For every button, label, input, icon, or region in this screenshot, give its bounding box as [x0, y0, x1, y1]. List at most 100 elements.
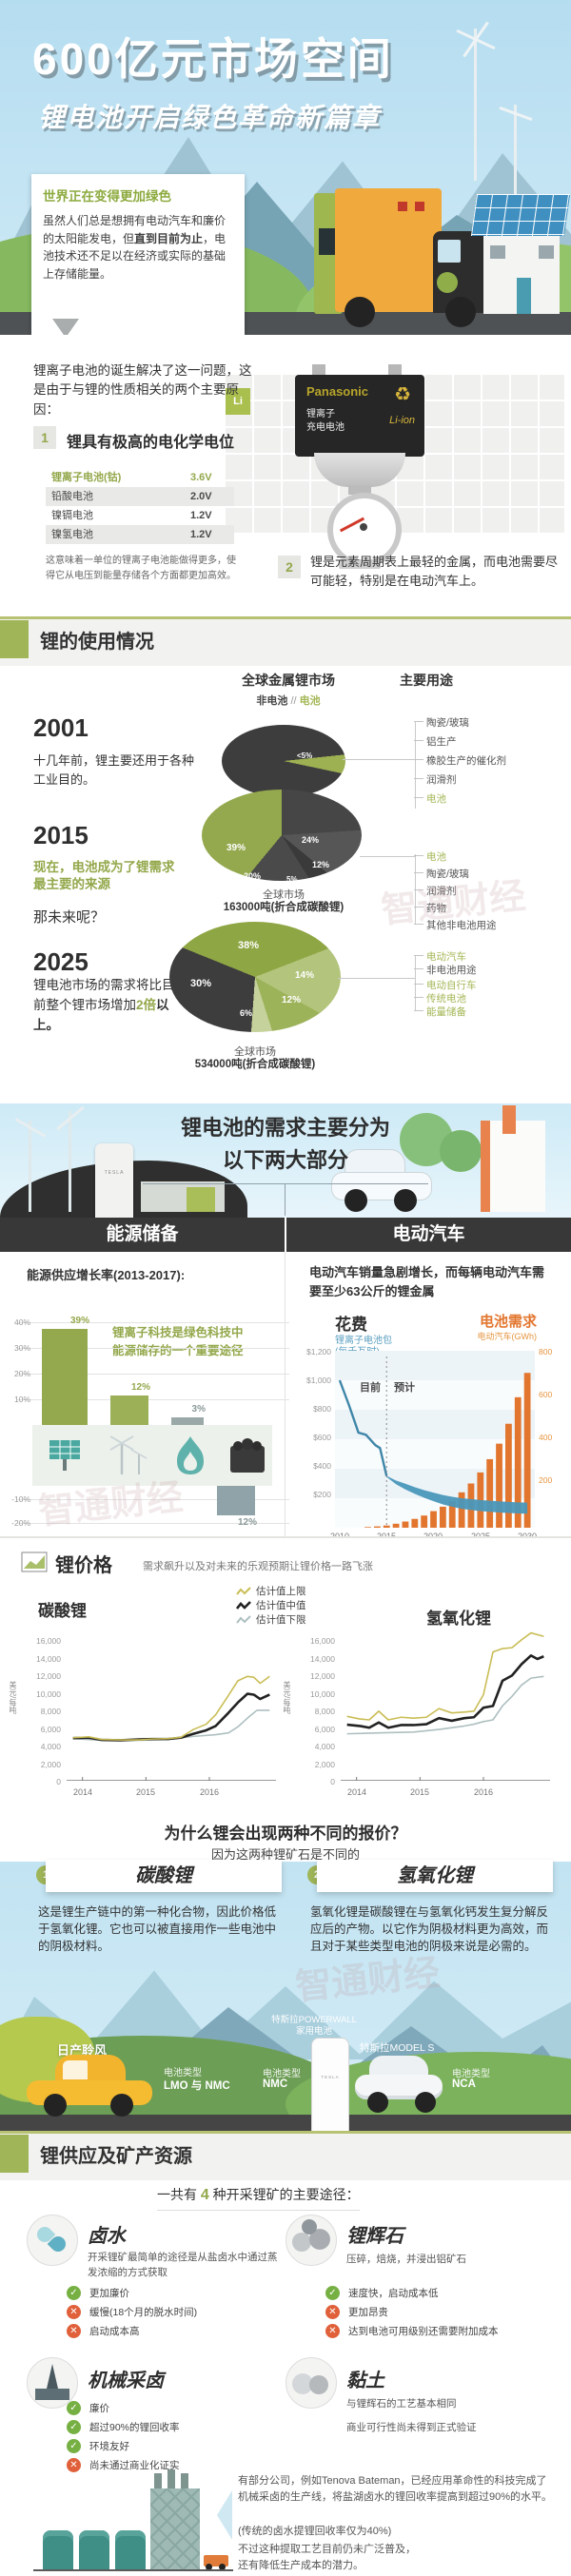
axis-tick: 400	[539, 1433, 553, 1442]
clay-icon	[286, 2357, 337, 2409]
carbonate-card-body: 这是锂生产链中的第一种化合物，因此价格低于氢氧化锂。它也可以被直接用作一些电池中…	[38, 1905, 277, 1954]
pie-label: 38%	[238, 940, 260, 951]
factory-stack	[181, 2473, 188, 2488]
y-tick: -20%	[11, 1518, 30, 1528]
supply-intro-count: 4	[200, 2187, 209, 2203]
carbonate-y-axis: 16,000 14,000 12,000 10,000 8,000 6,000 4,000 2…	[21, 1636, 61, 1786]
axis-tick: $800	[313, 1404, 331, 1414]
now-label: 目前	[360, 1382, 381, 1394]
powerwall-battery-type: NMC	[263, 2078, 288, 2090]
legend-label: 估计值中值	[256, 1600, 306, 1611]
gas-flame-icon	[177, 1436, 204, 1474]
pie-legend: 非电池 // 电池	[207, 693, 369, 708]
axis-tick: 6,000	[40, 1724, 61, 1734]
axis-tick: 12,000	[36, 1671, 61, 1681]
demand-section: TESLA 锂电池的需求主要分为 以下两大部分 能源储备 电动汽车 能源供应增长…	[0, 1103, 571, 1536]
energy-bar-label: 39%	[69, 1315, 89, 1326]
supply-header-bar: 锂供应及矿产资源	[0, 2131, 571, 2180]
use-item: 铝生产	[414, 734, 567, 749]
card-body-pre: 虽然人们总是想拥有电动汽车和廉价的太阳能发电，但	[43, 214, 226, 245]
cross-icon: ✕	[67, 2305, 81, 2319]
x-tick: 2015	[135, 1787, 156, 1797]
battery-voltage: 1.2V	[190, 510, 212, 521]
check-icon: ✓	[67, 2286, 81, 2300]
legend-non-battery: 非电池	[256, 695, 288, 707]
brine-icon	[27, 2215, 78, 2266]
use-item: 润滑剂	[414, 884, 567, 898]
battery-type-label: 电池类型	[452, 2069, 490, 2079]
cross-icon: ✕	[325, 2324, 340, 2338]
method-title-clay: 黏土	[346, 2371, 384, 2391]
energy-note: 锂离子科技是绿色科技中 能源储存的一个重要途径	[112, 1324, 284, 1360]
energy-bar-1	[110, 1395, 148, 1425]
gauge-hub	[360, 523, 367, 531]
use-item: 橡胶生产的催化剂	[414, 753, 567, 768]
pie-label: 30%	[190, 978, 212, 989]
battery-name: 锂离子电池(钴)	[51, 472, 122, 483]
axis-tick: $1,200	[306, 1347, 331, 1356]
method-title-brine: 卤水	[88, 2226, 126, 2247]
wheel	[219, 2564, 226, 2570]
use-item: 药物	[414, 901, 567, 915]
hydroxide-card-body: 氢氧化锂是碳酸锂在与氢氧化钙发生复分解反应后的产物。以它作为阴极材料更为高效，而…	[310, 1905, 549, 1954]
con-item: 启动成本高	[89, 2326, 140, 2337]
drilling-rig-icon	[27, 2357, 78, 2409]
energy-bar-label: 12%	[237, 1517, 257, 1529]
cost-title: 花费	[335, 1316, 367, 1334]
coal-icon	[230, 1438, 265, 1473]
price-chart-icon	[21, 1551, 48, 1572]
price-answer: 因为这两种锂矿石是不同的	[210, 1847, 360, 1862]
tree-icon	[440, 1130, 482, 1172]
banner-ev: 电动汽车	[286, 1218, 571, 1252]
y-tick: 10%	[13, 1395, 30, 1404]
storage-tank-icon	[79, 2530, 109, 2570]
pie-label: 14%	[295, 970, 315, 981]
text-2025-post: 以上。	[33, 997, 169, 1032]
factory-stack	[154, 2473, 162, 2488]
rock	[309, 2229, 330, 2250]
supply-intro: 一共有 4 种开采锂矿的主要途径：	[157, 2185, 360, 2211]
charging-screen	[319, 228, 336, 255]
axis-tick: 12,000	[310, 1671, 335, 1681]
card-title: 世界正在变得更加绿色	[43, 189, 171, 204]
pie-label: 20%	[244, 871, 262, 881]
wheel	[394, 1189, 417, 1212]
table-row: 镍氢电池 1.2V	[46, 525, 234, 544]
battery-voltage: 3.6V	[190, 472, 212, 483]
method-desc: 压碎，焙烧，并浸出铝矿石	[346, 2254, 466, 2265]
battery-voltage: 1.2V	[190, 529, 212, 540]
demand-subtitle: 电动汽车(GWh)	[477, 1332, 538, 1341]
storage-building-green	[187, 1187, 215, 1212]
connector	[415, 721, 416, 809]
pro-item: 超过90%的锂回收率	[89, 2422, 180, 2433]
legend-label: 估计值上限	[256, 1586, 306, 1597]
check-icon: ✓	[67, 2401, 81, 2415]
truck-marker	[398, 202, 407, 211]
carbonate-price-chart	[67, 1675, 276, 1781]
ev-cost-demand-chart	[338, 1356, 531, 1528]
method-desc: 与锂辉石的工艺基本相同	[346, 2398, 457, 2410]
battery-terminal	[312, 364, 325, 376]
pie-chart-2001	[222, 725, 345, 797]
left-arrow-icon	[217, 2490, 232, 2540]
hydroxide-title: 氢氧化锂	[426, 1610, 491, 1628]
use-item: 电动自行车	[414, 978, 567, 992]
price-question: 为什么锂会出现两种不同的报价？	[164, 1825, 407, 1843]
wind-turbine-icon	[69, 1111, 71, 1212]
cab-window	[438, 240, 461, 263]
line-swatch-icon	[236, 1614, 251, 1624]
battery-line2: 充电电池	[306, 422, 345, 433]
use-item: 润滑剂	[414, 772, 567, 787]
why-lithium-text: 锂离子电池的诞生解决了这一问题，这是由于与锂的性质相关的两个主要原因：	[33, 363, 252, 417]
line-swatch-icon	[236, 1586, 251, 1595]
wheel	[44, 2094, 67, 2117]
house-window	[490, 245, 505, 259]
pie-label: 39%	[226, 843, 246, 853]
usage-header-bar: 锂的使用情况	[0, 616, 571, 666]
spodumene-icon	[286, 2215, 337, 2266]
hydroxide-card-title: 氢氧化锂	[317, 1860, 553, 1892]
use-item: 陶瓷/玻璃	[414, 715, 567, 730]
truck-box	[335, 188, 442, 312]
cross-icon: ✕	[325, 2305, 340, 2319]
